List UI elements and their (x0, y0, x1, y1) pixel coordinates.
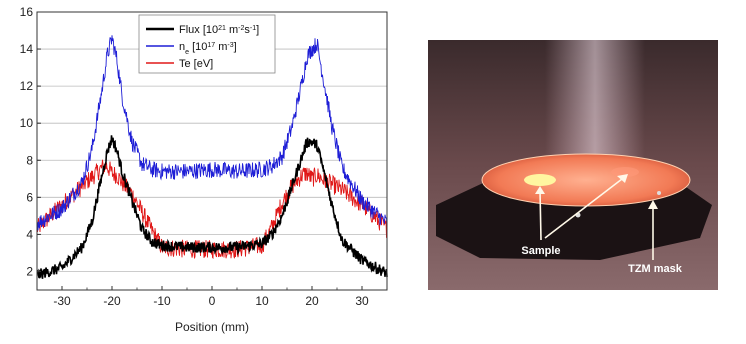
x-tick-label: -10 (153, 294, 171, 308)
tzm-mask-disc (481, 153, 691, 207)
y-axis: 2 4 6 8 10 12 14 16 (20, 5, 41, 278)
y-tick-label: 6 (26, 190, 33, 204)
y-tick-label: 10 (20, 116, 34, 130)
y-tick-label: 16 (20, 5, 34, 19)
x-axis-label: Position (mm) (175, 320, 249, 334)
annotation-arrows (535, 174, 658, 260)
y-tick-label: 8 (26, 153, 33, 167)
device-photo (428, 40, 718, 290)
y-tick-label: 2 (26, 264, 33, 278)
series-line-1 (36, 35, 388, 231)
screw (657, 191, 661, 195)
x-tick-label: -30 (53, 294, 71, 308)
x-axis: -30 -20 -10 0 10 20 30 (36, 286, 388, 308)
legend-label: Te [eV] (179, 58, 213, 70)
x-tick-label: 30 (355, 294, 369, 308)
line-chart: -30 -20 -10 0 10 20 30 2 4 6 8 10 12 14 16 Position (… (20, 5, 388, 334)
tzm-mask-label: TZM mask (628, 263, 683, 275)
legend: Flux [1021 m-2s-1]ne [1017 m-3]Te [eV] (138, 14, 276, 74)
sample-disc (524, 174, 556, 186)
y-tick-label: 12 (20, 79, 34, 93)
y-tick-label: 4 (26, 227, 33, 241)
sample-label: Sample (521, 245, 560, 257)
x-tick-label: 0 (209, 294, 216, 308)
series-line-0 (36, 135, 388, 279)
sample-disc-faint (611, 167, 639, 177)
x-tick-label: 20 (305, 294, 319, 308)
series-layer (36, 35, 388, 279)
x-tick-label: -20 (103, 294, 121, 308)
y-tick-label: 14 (20, 42, 34, 56)
x-tick-label: 10 (255, 294, 269, 308)
legend-label: ne [1017 m-3] (179, 41, 237, 56)
